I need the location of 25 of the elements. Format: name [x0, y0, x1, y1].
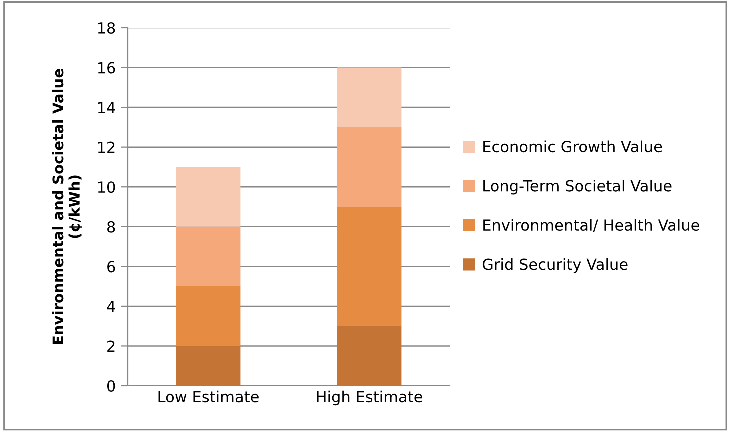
y-tick-label: 4	[107, 301, 116, 312]
x-tick-label: Low Estimate	[158, 390, 259, 403]
legend-label: Environmental/ Health Value	[484, 219, 700, 232]
x-tick-label: High Estimate	[317, 390, 422, 406]
bar	[337, 68, 402, 128]
y-tick-label: 14	[98, 102, 116, 114]
bar	[176, 346, 241, 386]
legend-label: Grid Security Value	[482, 258, 628, 274]
y-tick-label: 6	[108, 261, 116, 273]
y-tick-label: 16	[98, 62, 116, 74]
bar	[176, 167, 241, 227]
legend-label: Long-Term Societal Value	[484, 180, 672, 195]
y-tick-label: 0	[107, 380, 116, 392]
y-axis-title: Environmental and Societal Value (¢/kWh)	[52, 69, 82, 344]
bar	[337, 207, 402, 326]
y-tick-label: 2	[108, 340, 115, 352]
bar	[337, 326, 402, 386]
legend-label: Economic Growth Value	[484, 140, 662, 153]
y-tick-label: 18	[98, 22, 116, 34]
y-tick-label: 10	[98, 182, 116, 194]
y-tick-label: 8	[108, 221, 116, 233]
bar	[337, 127, 402, 207]
bar	[176, 286, 241, 346]
y-tick-label: 12	[98, 142, 115, 154]
bar	[176, 226, 241, 287]
